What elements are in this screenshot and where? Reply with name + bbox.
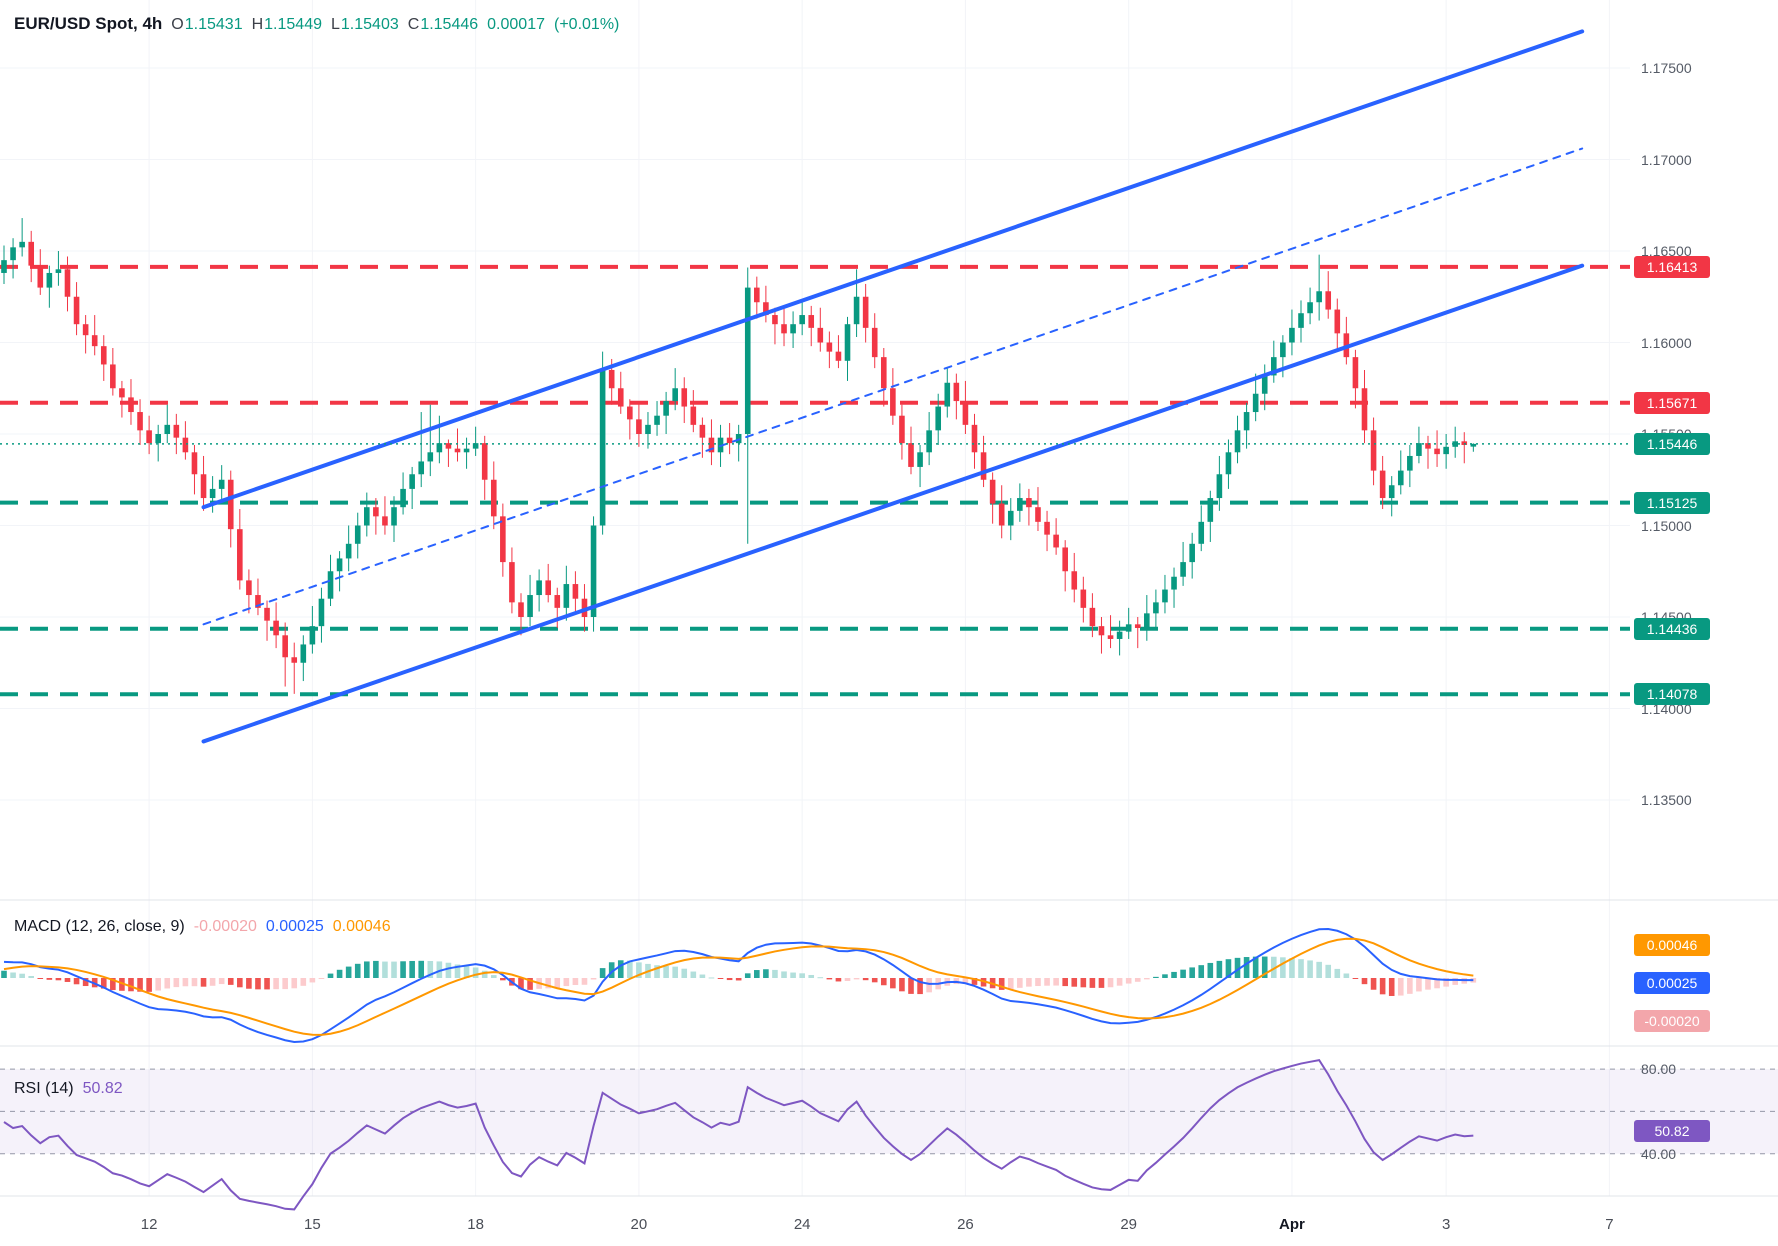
high-value: 1.15449 [264, 16, 322, 33]
rsi-value: 50.82 [82, 1080, 123, 1097]
open-value: 1.15431 [184, 16, 243, 33]
symbol-title[interactable]: EUR/USD Spot, 4h [14, 14, 163, 33]
change-percent: (+0.01%) [554, 16, 620, 33]
macd-signal-line[interactable] [3, 937, 1474, 1036]
symbol-legend[interactable]: EUR/USD Spot, 4h O 1.15431 H 1.15449 L 1.15… [14, 14, 619, 34]
close-readout: C 1.15446 [408, 16, 478, 34]
macd-legend[interactable]: MACD (12, 26, close, 9) -0.00020 0.00025… [14, 918, 391, 936]
high-readout: H 1.15449 [252, 16, 322, 34]
rsi-legend[interactable]: RSI (14) 50.82 [14, 1080, 123, 1098]
pane-separators[interactable] [0, 899, 1778, 1197]
macd-title[interactable]: MACD (12, 26, close, 9) [14, 918, 185, 935]
candlestick-series[interactable] [1, 218, 1477, 694]
close-value: 1.15446 [420, 16, 479, 33]
rsi-level-lines [0, 1068, 1778, 1155]
open-readout: O 1.15431 [171, 16, 242, 34]
high-label: H [251, 16, 264, 33]
close-label: C [407, 16, 420, 33]
macd-line[interactable] [3, 927, 1474, 1044]
rsi-line[interactable] [3, 1059, 1474, 1211]
low-readout: L 1.15403 [331, 16, 399, 34]
macd-histogram-value: -0.00020 [193, 918, 257, 935]
low-value: 1.15403 [340, 16, 399, 33]
open-label: O [171, 16, 184, 33]
rsi-title[interactable]: RSI (14) [14, 1080, 74, 1097]
macd-histogram[interactable] [1, 956, 1477, 996]
trend-channel[interactable] [201, 29, 1585, 744]
change-value: 0.00017 [487, 16, 545, 33]
low-label: L [331, 16, 340, 33]
time-axis[interactable] [0, 1196, 1778, 1246]
level-lines[interactable] [0, 264, 1630, 697]
macd-signal-value: 0.00046 [332, 918, 391, 935]
price-axis[interactable] [1630, 0, 1778, 1196]
macd-line-value: 0.00025 [265, 918, 324, 935]
